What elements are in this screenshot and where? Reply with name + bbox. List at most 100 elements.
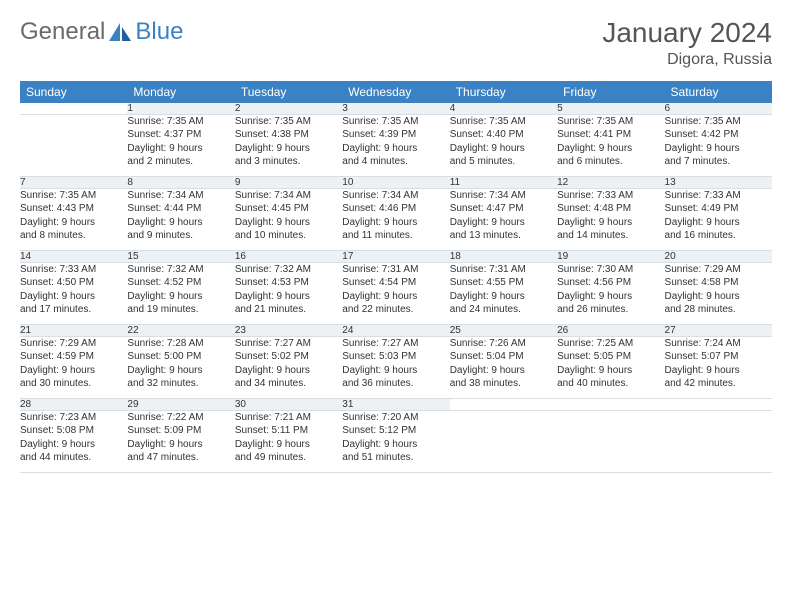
day-header: Monday: [127, 81, 234, 103]
daylight2-text: and 3 minutes.: [235, 155, 342, 169]
page-header: General Blue January 2024 Digora, Russia: [20, 18, 772, 69]
day-info: Sunrise: 7:35 AMSunset: 4:43 PMDaylight:…: [20, 188, 127, 250]
sunset-text: Sunset: 4:53 PM: [235, 276, 342, 290]
day-info: Sunrise: 7:35 AMSunset: 4:40 PMDaylight:…: [450, 114, 557, 176]
info-row: Sunrise: 7:35 AMSunset: 4:43 PMDaylight:…: [20, 188, 772, 250]
daylight2-text: and 6 minutes.: [557, 155, 664, 169]
sunset-text: Sunset: 5:03 PM: [342, 350, 449, 364]
sunrise-text: Sunrise: 7:35 AM: [235, 115, 342, 129]
sunrise-text: Sunrise: 7:28 AM: [127, 337, 234, 351]
sunset-text: Sunset: 5:09 PM: [127, 424, 234, 438]
sunrise-text: Sunrise: 7:33 AM: [20, 263, 127, 277]
day-info: Sunrise: 7:34 AMSunset: 4:44 PMDaylight:…: [127, 188, 234, 250]
day-header: Tuesday: [235, 81, 342, 103]
day-number: [665, 398, 772, 410]
daylight1-text: Daylight: 9 hours: [665, 364, 772, 378]
day-info: Sunrise: 7:35 AMSunset: 4:41 PMDaylight:…: [557, 114, 664, 176]
sunrise-text: Sunrise: 7:29 AM: [20, 337, 127, 351]
day-number: 29: [127, 398, 234, 410]
daylight1-text: Daylight: 9 hours: [450, 216, 557, 230]
day-info: Sunrise: 7:34 AMSunset: 4:47 PMDaylight:…: [450, 188, 557, 250]
day-number: 22: [127, 324, 234, 336]
day-header: Wednesday: [342, 81, 449, 103]
day-info: Sunrise: 7:34 AMSunset: 4:45 PMDaylight:…: [235, 188, 342, 250]
day-number: 7: [20, 176, 127, 188]
daylight2-text: and 30 minutes.: [20, 377, 127, 391]
day-number: [20, 103, 127, 115]
day-header: Friday: [557, 81, 664, 103]
sunset-text: Sunset: 4:50 PM: [20, 276, 127, 290]
daylight1-text: Daylight: 9 hours: [235, 364, 342, 378]
daylight2-text: and 16 minutes.: [665, 229, 772, 243]
daylight2-text: and 4 minutes.: [342, 155, 449, 169]
daylight1-text: Daylight: 9 hours: [557, 142, 664, 156]
daylight2-text: and 17 minutes.: [20, 303, 127, 317]
daynum-row: 123456: [20, 103, 772, 115]
sunset-text: Sunset: 4:46 PM: [342, 202, 449, 216]
sunrise-text: Sunrise: 7:20 AM: [342, 411, 449, 425]
daylight2-text: and 40 minutes.: [557, 377, 664, 391]
sunset-text: Sunset: 4:48 PM: [557, 202, 664, 216]
day-info: Sunrise: 7:34 AMSunset: 4:46 PMDaylight:…: [342, 188, 449, 250]
sunrise-text: Sunrise: 7:35 AM: [20, 189, 127, 203]
daynum-row: 28293031: [20, 398, 772, 410]
day-number: 28: [20, 398, 127, 410]
sunrise-text: Sunrise: 7:27 AM: [342, 337, 449, 351]
sunset-text: Sunset: 4:58 PM: [665, 276, 772, 290]
sunrise-text: Sunrise: 7:34 AM: [235, 189, 342, 203]
brand-part1: General: [20, 18, 105, 46]
day-info: Sunrise: 7:31 AMSunset: 4:55 PMDaylight:…: [450, 262, 557, 324]
daylight1-text: Daylight: 9 hours: [235, 290, 342, 304]
sunrise-text: Sunrise: 7:31 AM: [450, 263, 557, 277]
sunrise-text: Sunrise: 7:23 AM: [20, 411, 127, 425]
brand-part2: Blue: [135, 18, 183, 46]
day-info: Sunrise: 7:22 AMSunset: 5:09 PMDaylight:…: [127, 410, 234, 472]
day-info: [557, 410, 664, 472]
daylight1-text: Daylight: 9 hours: [665, 216, 772, 230]
daylight1-text: Daylight: 9 hours: [557, 364, 664, 378]
daynum-row: 21222324252627: [20, 324, 772, 336]
daylight1-text: Daylight: 9 hours: [127, 290, 234, 304]
sunrise-text: Sunrise: 7:35 AM: [665, 115, 772, 129]
sunset-text: Sunset: 4:49 PM: [665, 202, 772, 216]
sunrise-text: Sunrise: 7:26 AM: [450, 337, 557, 351]
day-info: Sunrise: 7:32 AMSunset: 4:52 PMDaylight:…: [127, 262, 234, 324]
sunrise-text: Sunrise: 7:27 AM: [235, 337, 342, 351]
sunrise-text: Sunrise: 7:32 AM: [235, 263, 342, 277]
day-info: Sunrise: 7:23 AMSunset: 5:08 PMDaylight:…: [20, 410, 127, 472]
title-block: January 2024 Digora, Russia: [602, 18, 772, 69]
daylight2-text: and 38 minutes.: [450, 377, 557, 391]
daylight1-text: Daylight: 9 hours: [127, 216, 234, 230]
daylight1-text: Daylight: 9 hours: [127, 364, 234, 378]
sunset-text: Sunset: 4:45 PM: [235, 202, 342, 216]
day-number: 14: [20, 250, 127, 262]
daylight1-text: Daylight: 9 hours: [20, 438, 127, 452]
daylight2-text: and 47 minutes.: [127, 451, 234, 465]
day-number: 19: [557, 250, 664, 262]
sunset-text: Sunset: 5:08 PM: [20, 424, 127, 438]
sunset-text: Sunset: 4:37 PM: [127, 128, 234, 142]
daylight1-text: Daylight: 9 hours: [235, 142, 342, 156]
daylight1-text: Daylight: 9 hours: [342, 142, 449, 156]
daylight2-text: and 10 minutes.: [235, 229, 342, 243]
daylight1-text: Daylight: 9 hours: [20, 290, 127, 304]
daylight1-text: Daylight: 9 hours: [450, 364, 557, 378]
sunset-text: Sunset: 4:43 PM: [20, 202, 127, 216]
day-info: Sunrise: 7:35 AMSunset: 4:39 PMDaylight:…: [342, 114, 449, 176]
day-number: 3: [342, 103, 449, 115]
day-info: Sunrise: 7:30 AMSunset: 4:56 PMDaylight:…: [557, 262, 664, 324]
daylight1-text: Daylight: 9 hours: [450, 290, 557, 304]
page-subtitle: Digora, Russia: [602, 51, 772, 69]
sunrise-text: Sunrise: 7:29 AM: [665, 263, 772, 277]
day-info: Sunrise: 7:28 AMSunset: 5:00 PMDaylight:…: [127, 336, 234, 398]
day-info: Sunrise: 7:27 AMSunset: 5:02 PMDaylight:…: [235, 336, 342, 398]
daylight2-text: and 24 minutes.: [450, 303, 557, 317]
day-number: 31: [342, 398, 449, 410]
daylight2-text: and 28 minutes.: [665, 303, 772, 317]
day-info: Sunrise: 7:29 AMSunset: 4:59 PMDaylight:…: [20, 336, 127, 398]
daylight2-text: and 36 minutes.: [342, 377, 449, 391]
sunrise-text: Sunrise: 7:25 AM: [557, 337, 664, 351]
daylight2-text: and 32 minutes.: [127, 377, 234, 391]
sunset-text: Sunset: 5:07 PM: [665, 350, 772, 364]
day-number: 27: [665, 324, 772, 336]
